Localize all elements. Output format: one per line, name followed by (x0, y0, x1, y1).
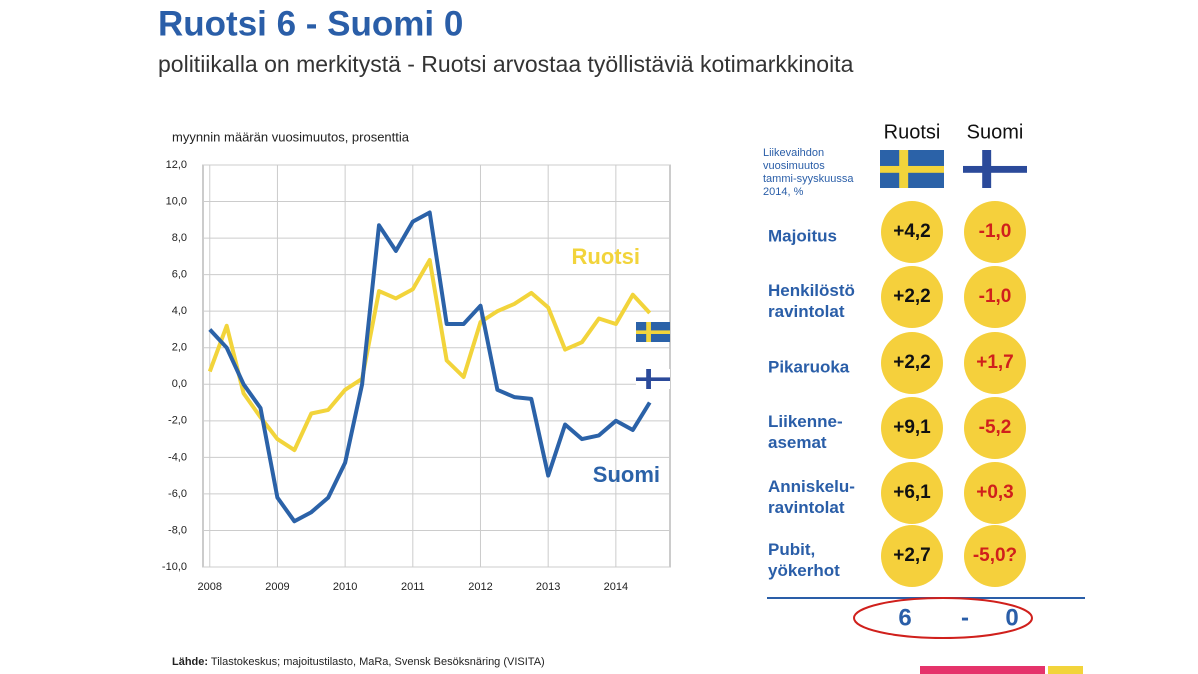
x-tick-label: 2009 (265, 581, 289, 593)
note: vuosimuutos (763, 160, 825, 172)
line-series (207, 258, 652, 453)
score: - (961, 604, 969, 631)
score: 0 (1005, 604, 1018, 631)
x-tick-label: 2010 (333, 581, 357, 593)
value-text: +6,1 (893, 482, 931, 503)
value-circle (964, 332, 1026, 394)
value-text: -1,0 (979, 221, 1012, 242)
row-label: Pikaruoka (768, 357, 850, 376)
flag-sweden (636, 330, 670, 334)
row-label: Majoitus (768, 226, 837, 245)
source-text: Tilastokeskus; majoitustilasto, MaRa, Sv… (211, 656, 545, 668)
value-circle (964, 266, 1026, 328)
decor-strip (1048, 666, 1083, 674)
value-circle (881, 525, 943, 587)
decor-strip (920, 666, 1045, 674)
value-text: -5,2 (979, 417, 1012, 438)
value-circle (881, 332, 943, 394)
y-tick-label: -4,0 (168, 451, 187, 463)
value-text: +4,2 (893, 221, 931, 242)
value-text: +2,7 (893, 545, 931, 566)
row-label: ravintolat (768, 302, 845, 321)
flag-sweden (880, 165, 944, 173)
value-circle (881, 462, 943, 524)
row-label: yökerhot (768, 561, 840, 580)
y-tick-label: -8,0 (168, 524, 187, 536)
value-text: -1,0 (979, 286, 1012, 307)
line-series (208, 210, 652, 524)
note: Liikevaihdon (763, 147, 824, 159)
row-label: ravintolat (768, 498, 845, 517)
x-tick-label: 2012 (468, 581, 492, 593)
flag-finland (636, 377, 670, 381)
value-text: +1,7 (976, 352, 1014, 373)
y-tick-label: -2,0 (168, 415, 187, 427)
source: Lähde: Tilastokeskus; majoitustilasto, M… (172, 656, 545, 668)
x-tick-label: 2008 (198, 581, 222, 593)
y-tick-label: 4,0 (172, 305, 187, 317)
x-tick-label: 2013 (536, 581, 560, 593)
source-label: Lähde: (172, 656, 208, 668)
column-header: Ruotsi (884, 121, 941, 143)
value-circle (881, 266, 943, 328)
plot-area (202, 164, 671, 568)
note: 2014, % (763, 186, 804, 198)
y-tick-label: -6,0 (168, 488, 187, 500)
y-tick-label: -10,0 (162, 561, 187, 573)
score: 6 (898, 604, 911, 631)
value-text: +2,2 (893, 352, 931, 373)
value-circle (964, 525, 1026, 587)
value-text: -5,0? (973, 545, 1017, 566)
flag-finland (963, 165, 1027, 173)
value-circle (964, 201, 1026, 263)
row-label: Liikenne- (768, 412, 843, 431)
title: Ruotsi 6 - Suomi 0 (158, 4, 463, 43)
y-tick-label: 6,0 (172, 269, 187, 281)
row-label: Anniskelu- (768, 477, 855, 496)
note: tammi-syyskuussa (763, 173, 854, 185)
score-circle (853, 597, 1033, 639)
x-tick-label: 2011 (401, 581, 425, 593)
series-label: Suomi (593, 462, 660, 487)
value-circle (881, 201, 943, 263)
y-tick-label: 10,0 (166, 195, 187, 207)
y-tick-label: 12,0 (166, 159, 187, 171)
column-header: Suomi (967, 121, 1024, 143)
y-tick-label: 8,0 (172, 232, 187, 244)
x-tick-label: 2014 (604, 581, 628, 593)
series-label: Ruotsi (572, 244, 640, 269)
value-circle (964, 462, 1026, 524)
value-circle (881, 397, 943, 459)
y-tick-label: 0,0 (172, 378, 187, 390)
y-axis-label: myynnin määrän vuosimuutos, prosenttia (172, 129, 410, 144)
subtitle: politiikalla on merkitystä - Ruotsi arvo… (158, 51, 854, 77)
row-label: Pubit, (768, 540, 815, 559)
value-text: +2,2 (893, 286, 931, 307)
value-circle (964, 397, 1026, 459)
row-label: asemat (768, 433, 827, 452)
row-label: Henkilöstö (768, 281, 855, 300)
value-text: +9,1 (893, 417, 931, 438)
y-tick-label: 2,0 (172, 342, 187, 354)
value-text: +0,3 (976, 482, 1014, 503)
